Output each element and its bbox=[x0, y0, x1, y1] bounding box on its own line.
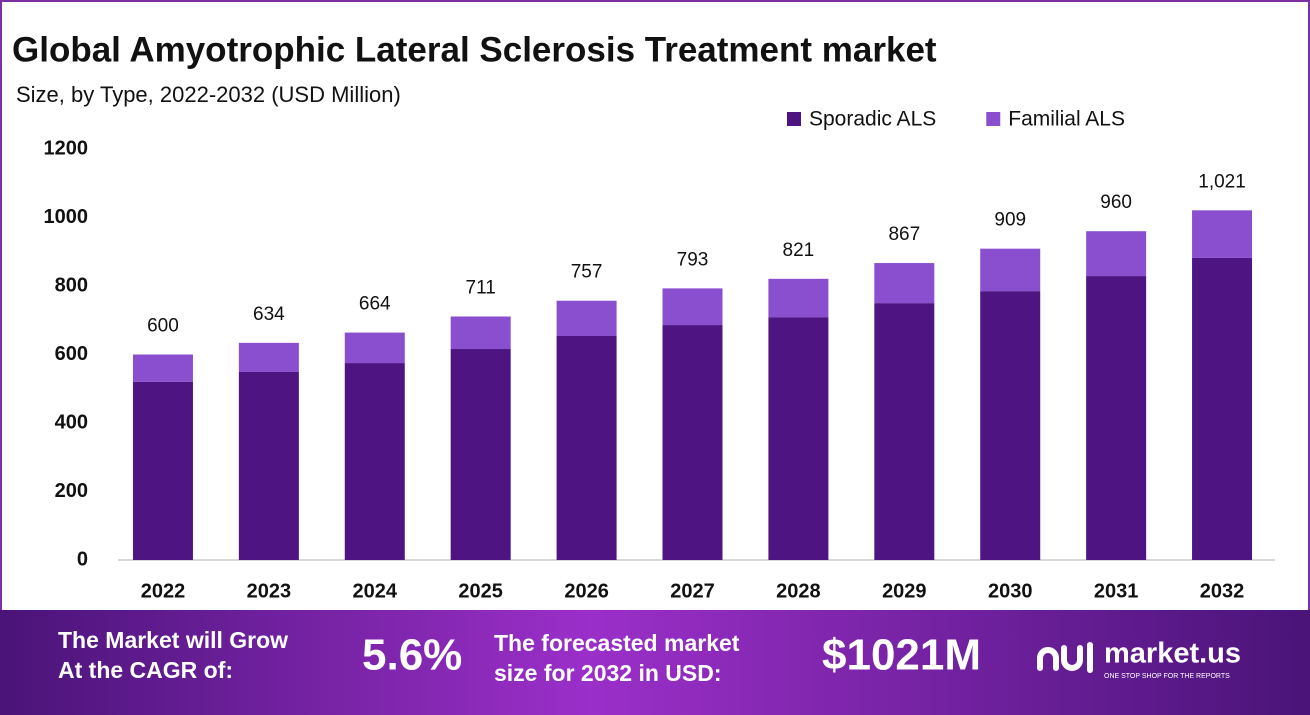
bar-segment bbox=[238, 371, 299, 560]
y-tick-label: 600 bbox=[55, 343, 88, 365]
x-tick-label: 2026 bbox=[564, 580, 609, 602]
total-label: 757 bbox=[571, 262, 603, 283]
brand: market.us bbox=[1104, 638, 1241, 670]
bar-segment bbox=[768, 317, 829, 560]
footer-value: $1021M bbox=[822, 631, 981, 680]
bar-segment bbox=[662, 288, 723, 326]
bar-segment bbox=[980, 291, 1041, 560]
y-tick-label: 400 bbox=[55, 411, 88, 433]
total-label: 600 bbox=[147, 316, 179, 337]
x-tick-label: 2022 bbox=[141, 580, 186, 602]
bar-segment bbox=[662, 325, 723, 560]
bar-segment bbox=[874, 303, 935, 560]
total-label: 960 bbox=[1100, 192, 1132, 213]
x-tick-label: 2024 bbox=[353, 580, 398, 602]
x-tick-label: 2025 bbox=[458, 580, 503, 602]
legend-swatch bbox=[986, 112, 1001, 126]
x-tick-label: 2031 bbox=[1094, 580, 1139, 602]
bar-segment bbox=[1192, 210, 1253, 258]
bar-segment bbox=[344, 332, 405, 364]
bar-segment bbox=[132, 381, 193, 560]
bar-segment bbox=[450, 349, 511, 560]
total-label: 1,021 bbox=[1198, 171, 1246, 192]
y-tick-label: 1000 bbox=[44, 206, 89, 228]
bar-segment bbox=[344, 363, 405, 560]
logo bbox=[1037, 642, 1093, 673]
y-tick-label: 800 bbox=[55, 274, 88, 296]
bar-segment bbox=[556, 300, 617, 337]
x-tick-label: 2027 bbox=[670, 580, 715, 602]
y-tick-label: 200 bbox=[55, 480, 88, 502]
total-label: 867 bbox=[888, 224, 920, 245]
bar-segment bbox=[874, 263, 935, 304]
x-tick-label: 2023 bbox=[247, 580, 292, 602]
bar-segment bbox=[1192, 257, 1253, 560]
tagline: ONE STOP SHOP FOR THE REPORTS bbox=[1104, 673, 1230, 680]
x-tick-label: 2032 bbox=[1200, 580, 1245, 602]
legend-label: Sporadic ALS bbox=[809, 108, 936, 131]
y-tick-label: 0 bbox=[77, 548, 88, 570]
total-label: 664 bbox=[359, 294, 391, 315]
total-label: 634 bbox=[253, 304, 285, 325]
footer-text: size for 2032 in USD: bbox=[494, 660, 722, 686]
x-tick-label: 2030 bbox=[988, 580, 1033, 602]
x-tick-label: 2029 bbox=[882, 580, 927, 602]
bar-segment bbox=[238, 342, 299, 372]
legend-label: Familial ALS bbox=[1008, 108, 1125, 131]
footer-text: At the CAGR of: bbox=[58, 657, 233, 683]
footer-text: The forecasted market bbox=[494, 630, 740, 656]
bar-segment bbox=[1086, 231, 1147, 277]
bar-segment bbox=[1086, 276, 1147, 560]
bar-segment bbox=[556, 336, 617, 560]
chart-title: Global Amyotrophic Lateral Sclerosis Tre… bbox=[12, 30, 937, 69]
x-tick-label: 2028 bbox=[776, 580, 821, 602]
chart-subtitle: Size, by Type, 2022-2032 (USD Million) bbox=[16, 82, 401, 107]
bar-segment bbox=[768, 278, 829, 318]
total-label: 711 bbox=[466, 277, 496, 298]
total-label: 821 bbox=[783, 240, 815, 261]
total-label: 909 bbox=[994, 210, 1026, 231]
footer-value: 5.6% bbox=[362, 631, 462, 680]
y-tick-label: 1200 bbox=[44, 137, 89, 159]
bar-segment bbox=[132, 354, 193, 382]
total-label: 793 bbox=[677, 249, 709, 270]
bar-segment bbox=[980, 248, 1041, 292]
footer-text: The Market will Grow bbox=[58, 627, 288, 653]
legend-swatch bbox=[787, 112, 801, 126]
bar-segment bbox=[450, 316, 511, 350]
